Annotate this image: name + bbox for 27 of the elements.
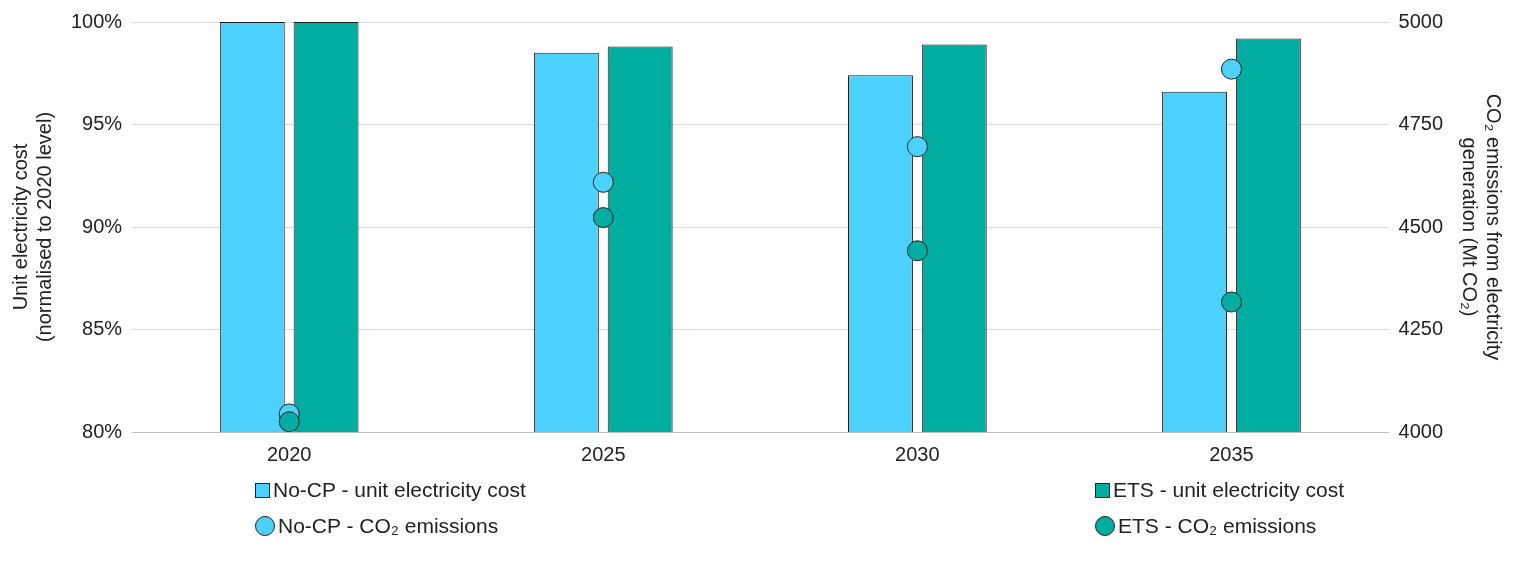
x-tick-label: 2030 (895, 442, 940, 465)
point (906, 136, 928, 158)
point (1220, 58, 1242, 80)
point (278, 411, 300, 432)
y2-axis-title: CO₂ emissions from electricity generation (Mt CO₂) (1459, 93, 1506, 361)
y-tick-label: 80% (82, 419, 123, 442)
x-tick-label: 2020 (266, 442, 312, 465)
y-axis-title: Unit electricity cost (normalised to 2020 level) (8, 111, 55, 343)
y-tick-label: 95% (82, 112, 123, 135)
legend-label: ETS - unit electricity cost (1113, 478, 1345, 502)
y2-tick-label: 4250 (1398, 317, 1444, 340)
y2-tick-label: 5000 (1398, 9, 1444, 32)
y-tick-label: 90% (82, 214, 123, 237)
legend-label: ETS - CO₂ emissions (1118, 514, 1317, 538)
y2-tick-label: 4750 (1398, 112, 1444, 135)
y2-tick-label: 4000 (1398, 419, 1444, 442)
y-tick-label: 85% (82, 317, 123, 340)
point (592, 171, 614, 193)
point (906, 240, 928, 262)
x-tick-label: 2025 (581, 442, 626, 465)
y2-tick-label: 4500 (1398, 214, 1444, 237)
point (592, 207, 614, 229)
x-tick-label: 2035 (1209, 442, 1254, 465)
point (1220, 291, 1242, 313)
legend-label: No-CP - CO₂ emissions (278, 514, 499, 538)
legend-label: No-CP - unit electricity cost (273, 478, 526, 502)
y-tick-label: 100% (71, 9, 123, 32)
